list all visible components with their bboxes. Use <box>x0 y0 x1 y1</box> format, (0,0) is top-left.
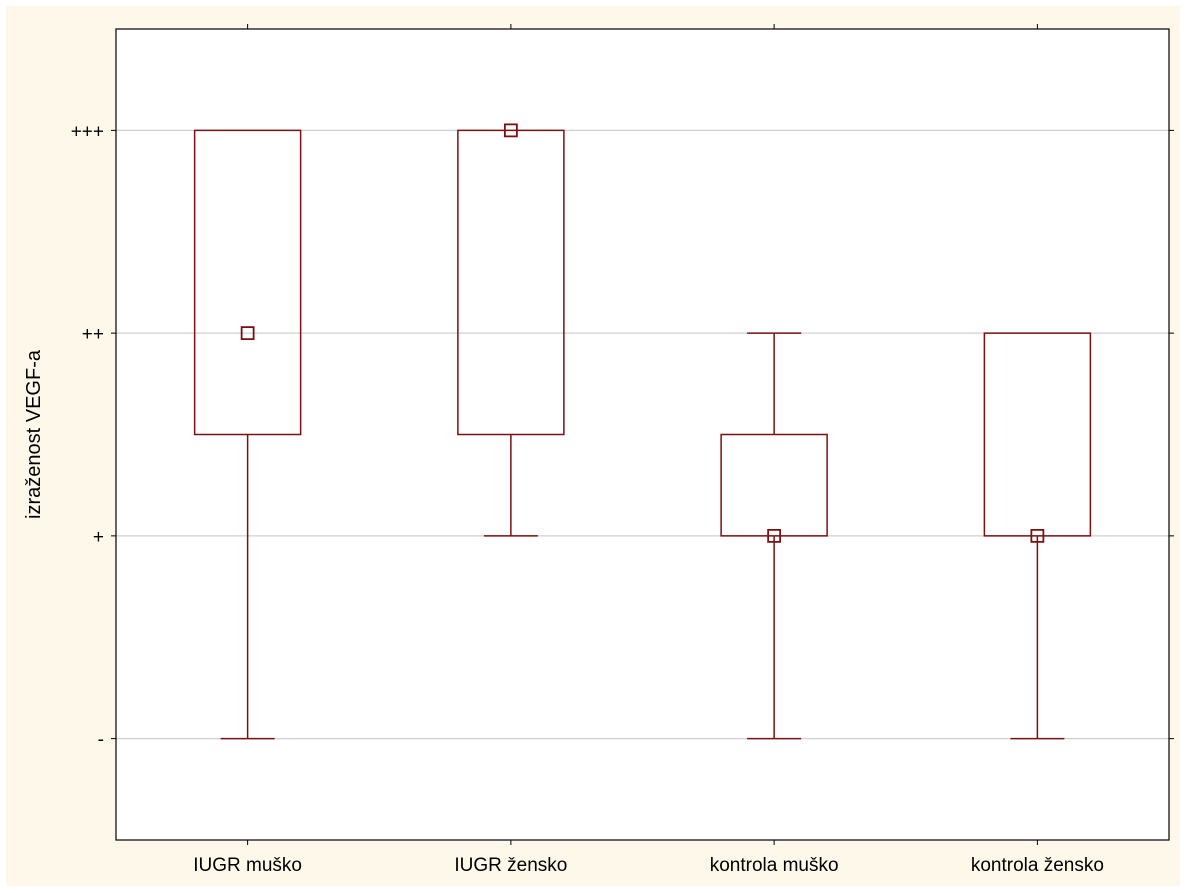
y-tick-label: + <box>93 527 104 548</box>
median-marker <box>767 528 782 543</box>
box-iqr <box>193 129 302 436</box>
x-tick-label: kontrola muško <box>710 855 839 876</box>
box-group <box>983 332 1092 740</box>
plot-frame <box>115 28 1170 841</box>
y-axis-title: izraženost VEGF-a <box>23 349 45 519</box>
box-series <box>193 123 1092 740</box>
box-group <box>457 123 565 537</box>
box-group <box>193 129 302 740</box>
x-tick-label: IUGR žensko <box>454 855 567 876</box>
x-tick-label: IUGR muško <box>193 855 302 876</box>
box-group <box>720 332 828 740</box>
x-axis-ticks: IUGR muško IUGR žensko kontrola muško kontr… <box>193 24 1104 876</box>
box-iqr <box>457 129 565 436</box>
y-axis-ticks: -++++++ <box>71 121 1174 751</box>
median-marker <box>240 326 255 341</box>
figure-background: - + ++ +++ IUGR muško IUGR žensko kontrola mu… <box>6 6 1180 886</box>
box-iqr <box>983 332 1092 537</box>
y-tick-label: ++ <box>82 324 104 345</box>
y-tick-label: +++ <box>71 121 104 142</box>
median-marker <box>1030 528 1045 543</box>
median-marker <box>503 123 518 138</box>
x-tick-label: kontrola žensko <box>971 855 1104 876</box>
y-tick-label: - <box>98 730 104 751</box>
box-iqr <box>720 433 828 537</box>
boxplot-chart: -++++++ IUGR muško IUGR žensko kontrola mu… <box>23 24 1174 876</box>
